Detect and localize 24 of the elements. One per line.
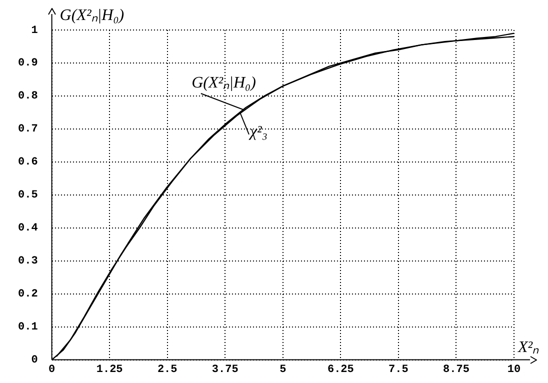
y-tick-label: 0.3 (18, 256, 38, 268)
y-tick-label: 0.9 (18, 58, 38, 70)
x-tick-label: 1.25 (96, 364, 124, 376)
y-tick-label: 0 (31, 354, 38, 367)
y-tick-label: 0.7 (18, 124, 38, 136)
y-tick-label: 1 (31, 24, 38, 37)
y-axis-title: G(X²ₙ|H₀) (60, 7, 124, 24)
annotation: G(X²ₙ|H₀) (192, 74, 256, 92)
y-tick-label: 0.6 (18, 156, 38, 169)
x-tick-label: 6.25 (327, 364, 354, 376)
y-tick-label: 0.8 (18, 90, 38, 103)
x-tick-label: 0 (48, 364, 56, 376)
x-tick-label: 5 (280, 364, 287, 376)
y-tick-label: 0.1 (18, 322, 38, 334)
y-tick-label: 0.2 (18, 288, 38, 301)
x-tick-label: 3.75 (212, 364, 239, 376)
y-tick-label: 0.5 (18, 190, 38, 202)
x-axis-title: X²ₙ (517, 338, 540, 356)
x-tick-label: 8.75 (443, 364, 470, 376)
x-tick-label: 2.5 (157, 364, 178, 376)
x-tick-label: 7.5 (388, 364, 409, 376)
y-tick-label: 0.4 (18, 222, 38, 235)
annotation: χ²₃ (248, 123, 268, 140)
x-tick-label: 10 (507, 364, 521, 376)
